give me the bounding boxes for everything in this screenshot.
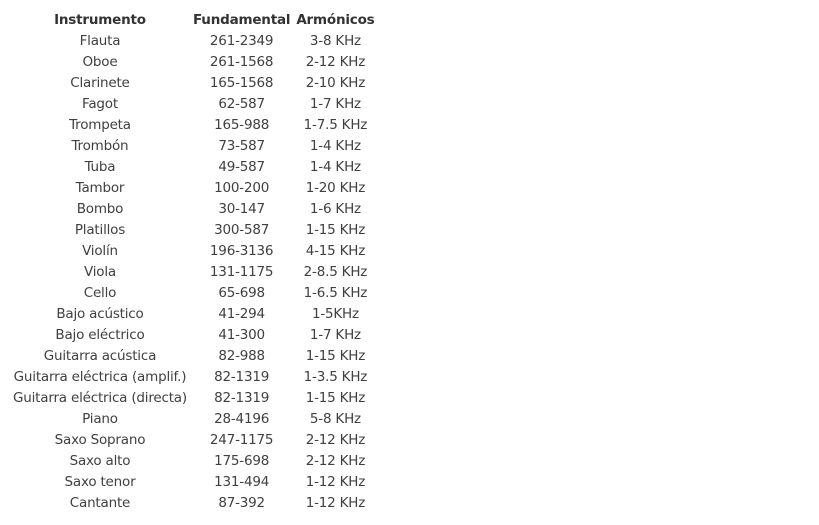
harmonics-cell: 1-3.5 KHz	[303, 369, 368, 385]
harmonics-cell: 1-15 KHz	[305, 222, 366, 238]
instrument-frequency-table: Instrumento Fundamental Armónicos Flauta…	[10, 10, 378, 514]
table-row: Viola 131-1175 2-8.5 KHz	[10, 262, 378, 283]
harmonics-cell: 1-12 KHz	[305, 495, 366, 511]
instrument-cell: Violín	[82, 243, 118, 259]
header-instrument: Instrumento	[54, 12, 146, 28]
fundamental-cell: 300-587	[214, 222, 270, 238]
fundamental-cell: 131-1175	[209, 264, 274, 280]
harmonics-cell: 1-6 KHz	[309, 201, 361, 217]
fundamental-cell: 28-4196	[214, 411, 270, 427]
harmonics-cell: 1-4 KHz	[309, 159, 361, 175]
fundamental-cell: 73-587	[218, 138, 265, 154]
fundamental-cell: 131-494	[214, 474, 270, 490]
table-row: Trombón 73-587 1-4 KHz	[10, 136, 378, 157]
instrument-cell: Tambor	[75, 180, 125, 196]
fundamental-cell: 65-698	[218, 285, 265, 301]
harmonics-cell: 2-10 KHz	[305, 75, 366, 91]
table-row: Bajo acústico 41-294 1-5KHz	[10, 304, 378, 325]
harmonics-cell: 1-7 KHz	[309, 327, 361, 343]
table-row: Bajo eléctrico 41-300 1-7 KHz	[10, 325, 378, 346]
harmonics-cell: 1-12 KHz	[305, 474, 366, 490]
table-row: Fagot 62-587 1-7 KHz	[10, 94, 378, 115]
table-row: Tuba 49-587 1-4 KHz	[10, 157, 378, 178]
harmonics-cell: 1-4 KHz	[309, 138, 361, 154]
harmonics-cell: 4-15 KHz	[305, 243, 366, 259]
table-row: Cello 65-698 1-6.5 KHz	[10, 283, 378, 304]
table-row: Cantante 87-392 1-12 KHz	[10, 493, 378, 514]
fundamental-cell: 196-3136	[209, 243, 274, 259]
fundamental-cell: 247-1175	[209, 432, 274, 448]
harmonics-cell: 2-8.5 KHz	[303, 264, 368, 280]
instrument-cell: Saxo alto	[69, 453, 131, 469]
fundamental-cell: 82-1319	[214, 369, 270, 385]
table-row: Piano 28-4196 5-8 KHz	[10, 409, 378, 430]
table-row: Bombo 30-147 1-6 KHz	[10, 199, 378, 220]
fundamental-cell: 41-300	[218, 327, 265, 343]
fundamental-cell: 49-587	[218, 159, 265, 175]
table-row: Violín 196-3136 4-15 KHz	[10, 241, 378, 262]
harmonics-cell: 2-12 KHz	[305, 453, 366, 469]
instrument-cell: Tuba	[84, 159, 116, 175]
harmonics-cell: 1-7.5 KHz	[303, 117, 368, 133]
table-row: Guitarra acústica 82-988 1-15 KHz	[10, 346, 378, 367]
instrument-cell: Fagot	[82, 96, 118, 112]
instrument-cell: Trombón	[71, 138, 129, 154]
instrument-cell: Bajo acústico	[56, 306, 144, 322]
harmonics-cell: 2-12 KHz	[305, 54, 366, 70]
instrument-cell: Cantante	[69, 495, 131, 511]
table-row: Clarinete 165-1568 2-10 KHz	[10, 73, 378, 94]
fundamental-cell: 87-392	[218, 495, 265, 511]
fundamental-cell: 41-294	[218, 306, 265, 322]
table-row: Oboe 261-1568 2-12 KHz	[10, 52, 378, 73]
table-row: Saxo alto 175-698 2-12 KHz	[10, 451, 378, 472]
harmonics-cell: 1-20 KHz	[305, 180, 366, 196]
header-fundamental: Fundamental	[192, 12, 291, 28]
fundamental-cell: 165-1568	[209, 75, 274, 91]
fundamental-cell: 82-988	[218, 348, 265, 364]
fundamental-cell: 82-1319	[214, 390, 270, 406]
harmonics-cell: 2-12 KHz	[305, 432, 366, 448]
table-header-row: Instrumento Fundamental Armónicos	[10, 10, 378, 31]
table-row: Guitarra eléctrica (amplif.) 82-1319 1-3.5…	[10, 367, 378, 388]
table-row: Flauta 261-2349 3-8 KHz	[10, 31, 378, 52]
header-harmonics: Armónicos	[296, 12, 375, 28]
instrument-cell: Guitarra acústica	[43, 348, 157, 364]
instrument-cell: Bombo	[76, 201, 124, 217]
harmonics-cell: 1-6.5 KHz	[303, 285, 368, 301]
fundamental-cell: 175-698	[214, 453, 270, 469]
fundamental-cell: 100-200	[214, 180, 270, 196]
fundamental-cell: 62-587	[218, 96, 265, 112]
harmonics-cell: 5-8 KHz	[309, 411, 361, 427]
harmonics-cell: 1-15 KHz	[305, 390, 366, 406]
instrument-cell: Bajo eléctrico	[55, 327, 145, 343]
harmonics-cell: 1-5KHz	[311, 306, 359, 322]
table-row: Saxo Soprano 247-1175 2-12 KHz	[10, 430, 378, 451]
table-row: Guitarra eléctrica (directa) 82-1319 1-15 …	[10, 388, 378, 409]
instrument-cell: Trompeta	[69, 117, 131, 133]
instrument-cell: Flauta	[79, 33, 121, 49]
instrument-cell: Piano	[82, 411, 118, 427]
fundamental-cell: 30-147	[218, 201, 265, 217]
fundamental-cell: 261-2349	[209, 33, 274, 49]
fundamental-cell: 165-988	[214, 117, 270, 133]
table-body: Flauta 261-2349 3-8 KHz Oboe 261-1568 2-12 KH…	[10, 31, 378, 514]
table-row: Trompeta 165-988 1-7.5 KHz	[10, 115, 378, 136]
instrument-cell: Oboe	[82, 54, 118, 70]
instrument-cell: Saxo Soprano	[54, 432, 146, 448]
instrument-cell: Viola	[83, 264, 116, 280]
fundamental-cell: 261-1568	[209, 54, 274, 70]
instrument-cell: Cello	[83, 285, 117, 301]
table-row: Tambor 100-200 1-20 KHz	[10, 178, 378, 199]
table-row: Platillos 300-587 1-15 KHz	[10, 220, 378, 241]
instrument-cell: Guitarra eléctrica (amplif.)	[13, 369, 187, 385]
instrument-cell: Platillos	[74, 222, 126, 238]
table-row: Saxo tenor 131-494 1-12 KHz	[10, 472, 378, 493]
instrument-cell: Saxo tenor	[64, 474, 136, 490]
harmonics-cell: 3-8 KHz	[309, 33, 361, 49]
harmonics-cell: 1-15 KHz	[305, 348, 366, 364]
harmonics-cell: 1-7 KHz	[309, 96, 361, 112]
instrument-cell: Clarinete	[70, 75, 130, 91]
instrument-cell: Guitarra eléctrica (directa)	[13, 390, 187, 406]
